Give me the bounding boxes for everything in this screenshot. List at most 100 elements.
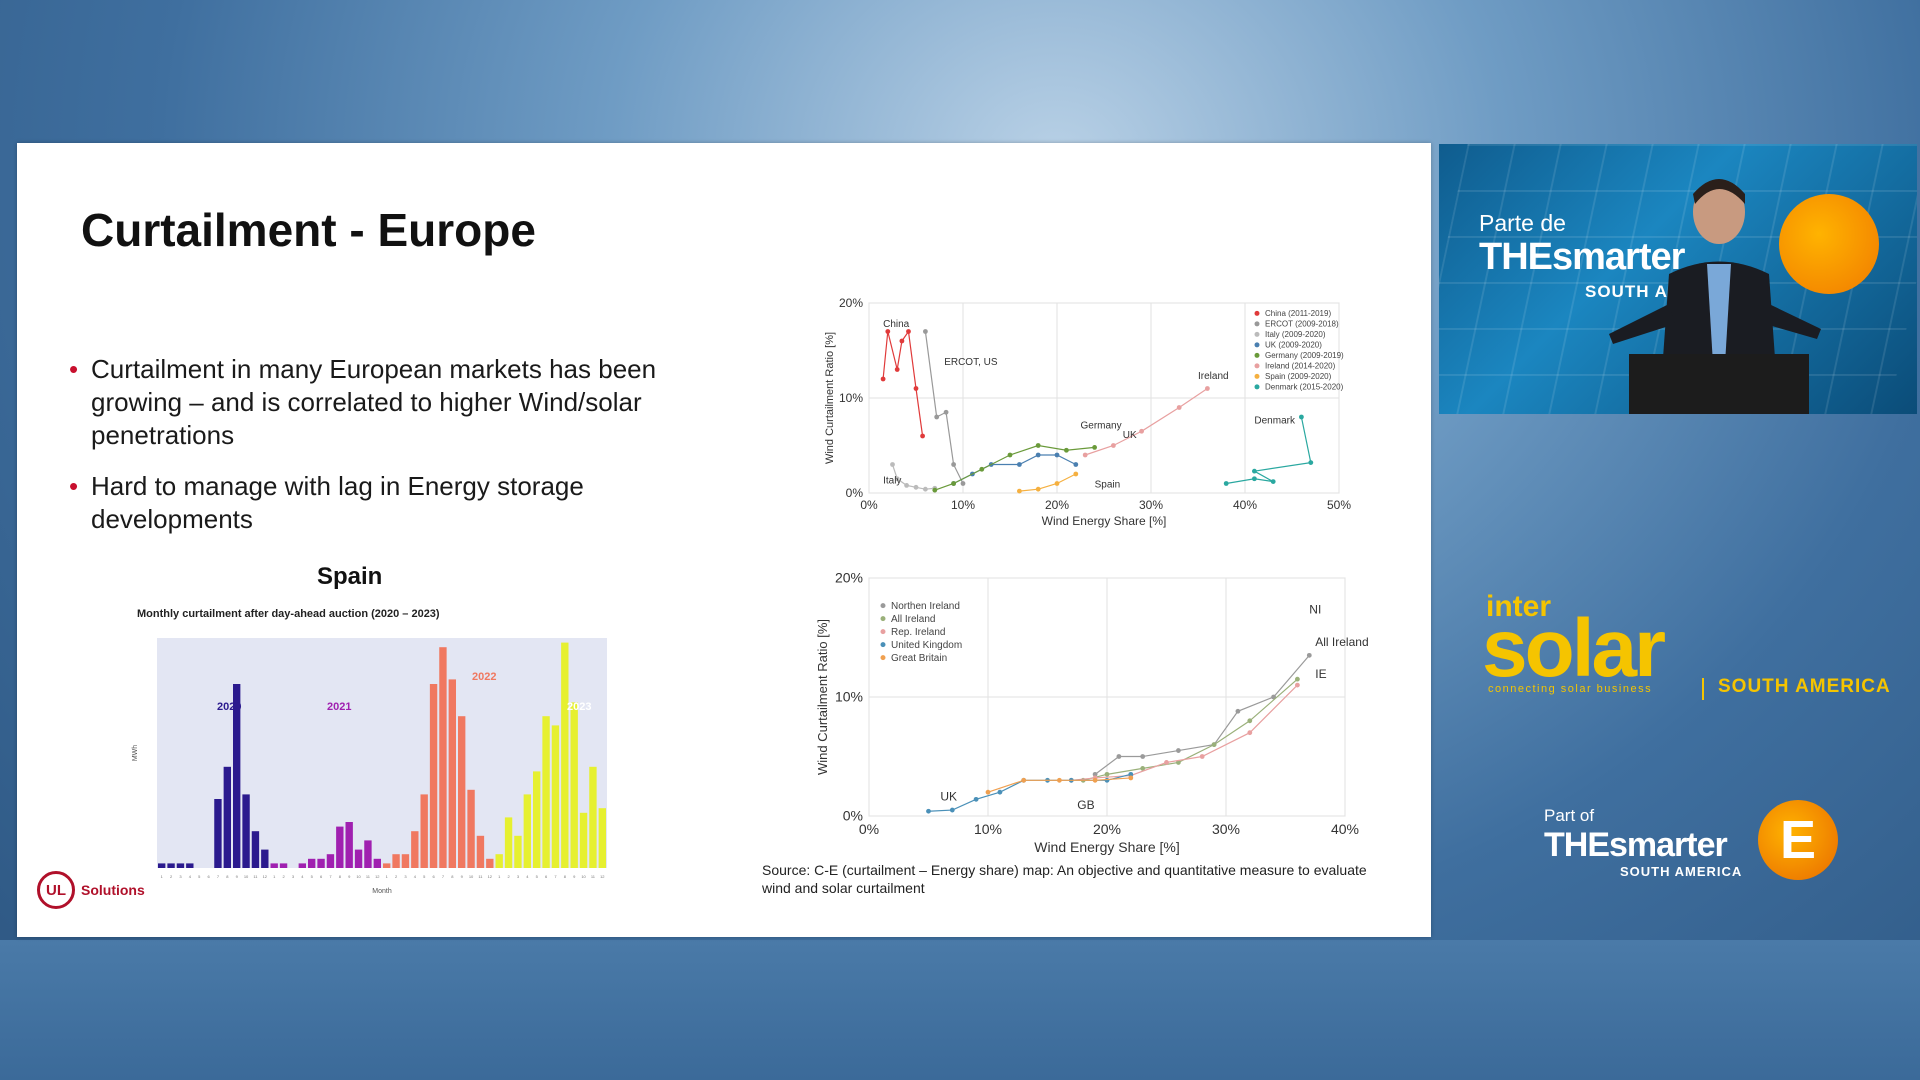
data-point: [894, 367, 900, 372]
intersolar-inter: inter: [1486, 590, 1552, 623]
video-the-smarter: THEsmarter: [1479, 236, 1685, 278]
data-point: [1176, 405, 1182, 410]
data-point: [913, 484, 919, 490]
y-tick-label: 20%: [839, 296, 863, 310]
intersolar-region: SOUTH AMERICA: [1718, 676, 1891, 697]
month-tick: 10: [356, 874, 361, 879]
data-point: [1073, 471, 1079, 477]
source-note: Source: C-E (curtailment – Energy share)…: [762, 862, 1367, 896]
chart-annotation: ERCOT, US: [944, 357, 998, 368]
month-tick: 7: [554, 874, 557, 879]
month-tick: 1: [161, 874, 164, 879]
data-point: [890, 462, 895, 467]
legend-marker: [1254, 384, 1260, 390]
data-point: [923, 329, 928, 334]
bullet-list: Curtailment in many European markets has…: [69, 353, 729, 554]
data-point: [894, 476, 900, 482]
legend-entry: UK (2009-2020): [1265, 341, 1322, 350]
x-tick-label: 30%: [1212, 821, 1240, 837]
x-axis-label: Wind Energy Share [%]: [1034, 839, 1180, 855]
bar: [533, 771, 541, 868]
bar: [373, 858, 381, 868]
bar: [345, 822, 353, 868]
data-point: [960, 481, 966, 486]
south-america-label: SOUTH AMERICA: [1620, 864, 1743, 879]
bar: [448, 679, 456, 868]
data-point: [997, 789, 1003, 795]
ul-logo-mark: UL: [37, 871, 75, 909]
month-tick: 12: [600, 874, 605, 879]
data-point: [1092, 445, 1097, 450]
legend-marker: [1254, 310, 1260, 316]
data-point: [885, 329, 891, 334]
data-point: [913, 386, 919, 391]
bar: [242, 794, 250, 868]
year-label: 2020: [217, 701, 241, 713]
month-tick: 7: [217, 874, 220, 879]
data-point: [1295, 676, 1300, 682]
bullet-item: Curtailment in many European markets has…: [69, 353, 729, 452]
legend-marker: [1254, 342, 1260, 348]
month-tick: 10: [469, 874, 474, 879]
bar: [176, 863, 185, 868]
data-point: [1306, 652, 1312, 658]
video-parte-de: Parte de: [1479, 210, 1566, 236]
bar: [486, 858, 494, 868]
month-tick: 12: [375, 874, 380, 879]
data-point: [1057, 777, 1062, 783]
data-point: [1247, 730, 1253, 736]
bar: [504, 817, 513, 868]
data-point: [1064, 447, 1069, 453]
year-label: 2022: [472, 671, 496, 683]
bar: [420, 794, 428, 868]
month-tick: 4: [414, 874, 417, 879]
x-tick-label: 40%: [1331, 821, 1359, 837]
legend-entry: Italy (2009-2020): [1265, 330, 1326, 339]
data-point: [1139, 428, 1144, 434]
data-point: [1247, 718, 1253, 724]
month-tick: 11: [478, 874, 483, 879]
y-tick-label: 0%: [843, 808, 863, 824]
bullet-item: Hard to manage with lag in Energy storag…: [69, 470, 729, 536]
bar: [467, 789, 475, 868]
data-point: [1128, 771, 1134, 777]
month-tick: 3: [404, 874, 407, 879]
plot-area: [157, 638, 607, 868]
data-point: [932, 487, 938, 493]
legend-marker: [1254, 352, 1260, 358]
x-tick-label: 40%: [1233, 498, 1257, 512]
data-point: [1017, 462, 1022, 467]
data-point: [1199, 754, 1205, 759]
data-point: [1035, 443, 1041, 448]
bar: [214, 799, 222, 868]
data-point: [1017, 488, 1022, 494]
bar: [223, 766, 231, 868]
legend-entry: China (2011-2019): [1265, 309, 1331, 318]
month-tick: 11: [366, 874, 371, 879]
y-axis-label: MWh: [132, 745, 139, 761]
month-tick: 1: [386, 874, 389, 879]
legend-entry: Spain (2009-2020): [1265, 372, 1332, 381]
month-tick: 8: [564, 874, 567, 879]
month-tick: 1: [498, 874, 501, 879]
y-axis-label: Wind Curtailment Ratio [%]: [824, 332, 836, 464]
legend-entry: Denmark (2015-2020): [1265, 383, 1344, 392]
month-tick: 9: [461, 874, 464, 879]
chart-annotation: GB: [1077, 798, 1094, 812]
bar: [261, 849, 269, 868]
legend-marker: [1254, 331, 1260, 337]
data-point: [1252, 468, 1257, 474]
bar: [495, 854, 503, 868]
x-tick-label: 20%: [1093, 821, 1121, 837]
x-tick-label: 0%: [859, 821, 879, 837]
bar: [589, 766, 597, 868]
legend-entry: Germany (2009-2019): [1265, 351, 1344, 360]
bar: [401, 854, 410, 868]
data-point: [951, 481, 956, 486]
month-tick: 3: [179, 874, 182, 879]
legend-marker: [1254, 373, 1260, 379]
bar: [542, 716, 550, 868]
data-point: [904, 483, 909, 488]
data-point: [1176, 748, 1181, 753]
data-point: [923, 486, 928, 492]
